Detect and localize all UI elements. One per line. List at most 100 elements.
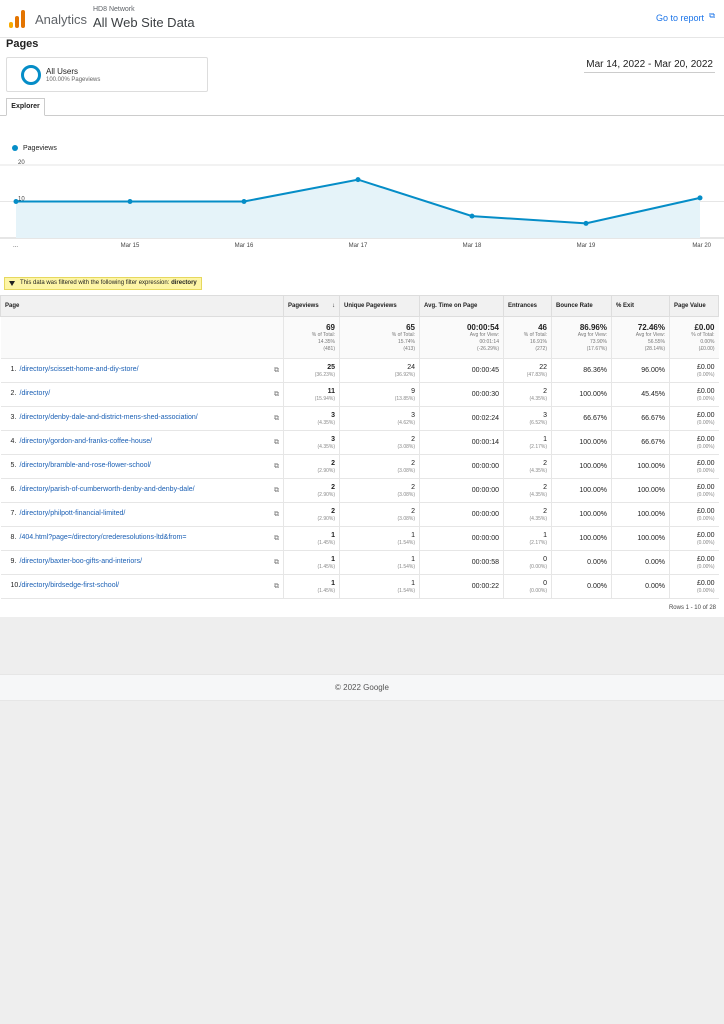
pageviews-percent: (4.35%)	[317, 444, 335, 450]
account-network[interactable]: HD8 Network	[93, 6, 135, 13]
pageviews-cell: 2 (2.90%)	[283, 478, 340, 503]
data-point	[241, 199, 247, 204]
column-header[interactable]: Bounce Rate	[551, 295, 612, 317]
avg-time-cell: 00:00:00	[419, 526, 504, 551]
page-link[interactable]: /directory/baxter-boo-gifts-and-interior…	[19, 558, 143, 565]
exit-value: 96.00%	[641, 367, 665, 374]
page-link[interactable]: /directory/parish-of-cumberworth-denby-a…	[19, 486, 195, 493]
pageviews-cell: 3 (4.35%)	[283, 406, 340, 431]
page-cell: 7./directory/philpott-financial-limited/…	[0, 502, 284, 527]
open-page-icon[interactable]: ⧉	[274, 535, 279, 542]
page-value-cell: £0.00 (0.00%)	[669, 574, 719, 599]
exit-cell: 66.67%	[611, 430, 670, 455]
data-point	[127, 199, 133, 204]
entrances-value: 2	[543, 388, 547, 395]
unique-pageviews-value: 2	[411, 484, 415, 491]
bounce-rate-cell: 86.36%	[551, 358, 612, 383]
pageviews-cell: 2 (2.90%)	[283, 454, 340, 479]
date-range-picker[interactable]: Mar 14, 2022 - Mar 20, 2022	[584, 57, 715, 73]
unique-pageviews-value: 1	[411, 532, 415, 539]
entrances-cell: 1 (2.17%)	[503, 430, 552, 455]
chart-legend[interactable]: Pageviews	[12, 145, 57, 152]
pageviews-percent: (36.23%)	[314, 372, 335, 378]
page-value-value: £0.00	[696, 580, 715, 587]
open-page-icon[interactable]: ⧉	[274, 391, 279, 398]
table-row: 3./directory/denby-dale-and-district-men…	[0, 406, 719, 431]
entrances-percent: (4.35%)	[529, 396, 547, 402]
avg-time-cell: 00:00:00	[419, 502, 504, 527]
page-link[interactable]: /directory/bramble-and-rose-flower-schoo…	[19, 462, 152, 469]
property-view-name[interactable]: All Web Site Data	[93, 15, 195, 30]
totals-detail: 0.00%	[700, 339, 715, 345]
open-page-icon[interactable]: ⧉	[274, 487, 279, 494]
sort-arrow-icon[interactable]: ↓	[332, 303, 335, 309]
exit-value: 66.67%	[641, 439, 665, 446]
segment-card-all-users[interactable]: All Users 100.00% Pageviews	[6, 57, 208, 92]
avg-time-cell: 00:00:45	[419, 358, 504, 383]
pageviews-cell: 1 (1.45%)	[283, 574, 340, 599]
unique-pageviews-value: 2	[411, 460, 415, 467]
page-link[interactable]: /directory/scissett-home-and-diy-store/	[19, 366, 139, 373]
page-cell: 6./directory/parish-of-cumberworth-denby…	[0, 478, 284, 503]
go-to-report-link[interactable]: Go to report	[655, 13, 704, 23]
table-row: 6./directory/parish-of-cumberworth-denby…	[0, 478, 719, 503]
page-link[interactable]: /directory/birdsedge-first-school/	[19, 582, 120, 589]
exit-cell: 100.00%	[611, 454, 670, 479]
page-link[interactable]: /directory/	[19, 390, 51, 397]
page-link[interactable]: /directory/philpott-financial-limited/	[19, 510, 126, 517]
avg-time-cell: 00:00:30	[419, 382, 504, 407]
unique-pageviews-cell: 2 (3.08%)	[339, 478, 420, 503]
avg-time-value: 00:00:58	[471, 559, 499, 566]
exit-value: 100.00%	[637, 511, 665, 518]
open-page-icon[interactable]: ⧉	[274, 439, 279, 446]
entrances-percent: (0.00%)	[529, 564, 547, 570]
pageviews-value: 2	[331, 508, 335, 515]
entrances-value: 0	[543, 580, 547, 587]
entrances-value: 2	[543, 460, 547, 467]
entrances-percent: (4.35%)	[529, 516, 547, 522]
open-page-icon[interactable]: ⧉	[274, 559, 279, 566]
pageviews-value: 2	[331, 484, 335, 491]
entrances-value: 0	[543, 556, 547, 563]
avg-time-value: 00:00:30	[471, 391, 499, 398]
column-header[interactable]: Page Value	[669, 295, 719, 317]
tab-explorer[interactable]: Explorer	[6, 98, 45, 116]
unique-pageviews-percent: (4.62%)	[397, 420, 415, 426]
column-header[interactable]: Unique Pageviews	[339, 295, 420, 317]
bounce-rate-value: 100.00%	[579, 463, 607, 470]
open-page-icon[interactable]: ⧉	[274, 367, 279, 374]
totals-value: 65	[406, 323, 415, 332]
unique-pageviews-percent: (13.85%)	[394, 396, 415, 402]
bounce-rate-value: 0.00%	[587, 559, 607, 566]
page-value-cell: £0.00 (0.00%)	[669, 454, 719, 479]
totals-detail: 56.55%	[648, 339, 665, 345]
pageviews-chart: 20 10... Mar 15 Mar 16 Mar 17 Mar 18 Mar 19 Mar…	[0, 160, 724, 249]
exit-cell: 100.00%	[611, 502, 670, 527]
page-cell: 8./404.html?page=/directory/crederesolut…	[0, 526, 284, 551]
page-value-percent: (0.00%)	[696, 588, 715, 594]
pageviews-value: 1	[331, 580, 335, 587]
x-tick-label: Mar 17	[349, 243, 368, 249]
page-link[interactable]: /directory/gordon-and-franks-coffee-hous…	[19, 438, 153, 445]
open-page-icon[interactable]: ⧉	[274, 583, 279, 590]
column-header[interactable]: % Exit	[611, 295, 670, 317]
open-page-icon[interactable]: ⧉	[274, 463, 279, 470]
open-page-icon[interactable]: ⧉	[274, 511, 279, 518]
column-header[interactable]: Avg. Time on Page	[419, 295, 504, 317]
column-header[interactable]: Entrances	[503, 295, 552, 317]
legend-label: Pageviews	[23, 145, 57, 152]
external-link-icon[interactable]: ⧉	[709, 11, 715, 20]
unique-pageviews-value: 24	[407, 364, 415, 371]
analytics-logo-icon[interactable]	[9, 10, 25, 28]
totals-detail: 14.35%	[318, 339, 335, 345]
column-header[interactable]: Pageviews ↓	[283, 295, 340, 317]
page-link[interactable]: /directory/denby-dale-and-district-mens-…	[19, 414, 198, 421]
row-number: 6.	[10, 486, 17, 493]
bounce-rate-value: 0.00%	[587, 583, 607, 590]
segment-name: All Users	[46, 67, 79, 76]
column-header[interactable]: Page	[0, 295, 284, 317]
page-value-value: £0.00	[696, 436, 715, 443]
row-number: 4.	[10, 438, 17, 445]
open-page-icon[interactable]: ⧉	[274, 415, 279, 422]
page-link[interactable]: /404.html?page=/directory/crederesolutio…	[19, 534, 187, 541]
